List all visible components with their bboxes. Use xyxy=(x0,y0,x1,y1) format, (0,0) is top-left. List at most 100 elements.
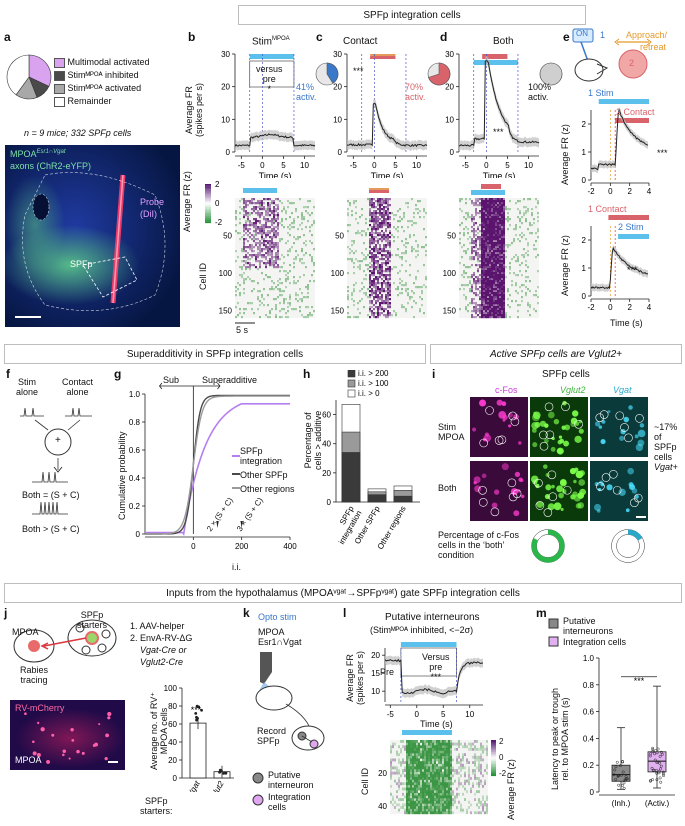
heatmap-cell xyxy=(271,202,273,205)
heatmap-cell xyxy=(495,264,497,267)
heatmap-cell xyxy=(483,278,485,281)
lh-cell xyxy=(452,766,454,770)
heatmap-cell xyxy=(507,216,509,219)
heatmap-cell xyxy=(263,262,265,265)
heatmap-cell xyxy=(289,298,291,301)
heatmap-cell xyxy=(271,242,273,245)
heatmap-cell xyxy=(491,210,493,213)
heatmap-cell xyxy=(513,238,515,241)
heatmap-cell xyxy=(259,260,261,263)
heatmap-cell xyxy=(497,296,499,299)
heatmap-cell xyxy=(385,308,387,311)
heatmap-cell xyxy=(501,208,503,211)
heatmap-cell xyxy=(521,254,523,257)
heatmap-ytick: 50 xyxy=(335,232,344,241)
g-ytick-label: 0 xyxy=(136,530,141,539)
heatmap-cell xyxy=(497,234,499,237)
heatmap-cell xyxy=(503,240,505,243)
heatmap-cell xyxy=(351,258,353,261)
heatmap-cell xyxy=(483,244,485,247)
heatmap-cell xyxy=(481,266,483,269)
heatmap-cell xyxy=(481,298,483,301)
heatmap-cell xyxy=(249,246,251,249)
heatmap-cell xyxy=(491,266,493,269)
heatmap-cell xyxy=(257,232,259,235)
heatmap-cell xyxy=(269,310,271,313)
heatmap-cell xyxy=(519,304,521,307)
heatmap-cell xyxy=(525,292,527,295)
lh-cell xyxy=(438,761,440,764)
heatmap-cell xyxy=(279,282,281,285)
heatmap-cell xyxy=(257,268,259,271)
heatmap-cell xyxy=(381,274,383,277)
lh-cell xyxy=(418,795,420,799)
lh-cell xyxy=(408,782,410,786)
heatmap-cell xyxy=(267,240,269,243)
heatmap-cell xyxy=(497,250,499,253)
lh-cell xyxy=(410,766,412,770)
rv-mcherry-image xyxy=(10,700,125,770)
heatmap-cell xyxy=(269,242,271,245)
heatmap-cell xyxy=(245,202,247,205)
heatmap-cell xyxy=(389,282,391,285)
heatmap-cell xyxy=(267,294,269,297)
lh-cell xyxy=(406,795,408,799)
heatmap-cell xyxy=(375,278,377,281)
heatmap-cell xyxy=(265,214,267,217)
heatmap-cell xyxy=(257,214,259,217)
heatmap-cell xyxy=(261,228,263,231)
lh-cell xyxy=(406,798,408,801)
lh-cell xyxy=(396,766,398,770)
heatmap-cell xyxy=(495,256,497,259)
lh-cell xyxy=(474,740,476,743)
heatmap-cell xyxy=(255,232,257,235)
lh-cell xyxy=(474,755,476,759)
lh-cell xyxy=(426,790,428,794)
heatmap-cell xyxy=(489,306,491,309)
heatmap-cell xyxy=(487,294,489,297)
lh-cell xyxy=(478,790,480,794)
heatmap-cell xyxy=(495,236,497,239)
heatmap-cell xyxy=(283,302,285,305)
heatmap-cell xyxy=(389,314,391,317)
heatmap-cell xyxy=(493,224,495,227)
lh-cell xyxy=(474,747,476,751)
heatmap-cell xyxy=(493,280,495,283)
heatmap-cell xyxy=(265,212,267,215)
heatmap-cell xyxy=(297,228,299,231)
heatmap-cell xyxy=(375,282,377,285)
heatmap-cell xyxy=(263,202,265,205)
cbar-tick: -2 xyxy=(215,218,223,227)
heatmap-cell xyxy=(531,224,533,227)
trace-ylabel-line1: Average FR xyxy=(184,86,194,134)
heatmap-cell xyxy=(235,216,237,219)
h-ytick-label: 0 xyxy=(327,498,332,507)
heatmap-cell xyxy=(261,214,263,217)
heatmap-cell xyxy=(467,232,469,235)
lh-cell xyxy=(400,761,402,764)
heatmap-cell xyxy=(249,200,251,203)
heatmap-cell xyxy=(247,214,249,217)
m-point xyxy=(616,774,620,778)
heatmap-cell xyxy=(273,262,275,265)
heatmap-cell xyxy=(387,214,389,217)
heatmap-cell xyxy=(243,210,245,213)
cell-outline xyxy=(615,411,625,421)
heatmap-cell xyxy=(477,270,479,273)
cell-dot xyxy=(628,482,634,488)
lh-cell xyxy=(466,779,468,783)
heatmap-cell xyxy=(487,210,489,213)
heatmap-cell xyxy=(387,250,389,253)
lh-cell xyxy=(468,747,470,751)
lh-cell xyxy=(396,790,398,794)
heatmap-cell xyxy=(497,204,499,207)
heatmap-cell xyxy=(371,314,373,317)
cell-dot xyxy=(501,463,509,471)
heatmap-cell xyxy=(479,264,481,267)
heatmap-cell xyxy=(467,228,469,231)
heatmap-cell xyxy=(369,284,371,287)
lh-cell xyxy=(442,753,444,757)
heatmap-cell xyxy=(379,218,381,221)
heatmap-cell xyxy=(459,262,461,265)
heatmap-cell xyxy=(493,208,495,211)
